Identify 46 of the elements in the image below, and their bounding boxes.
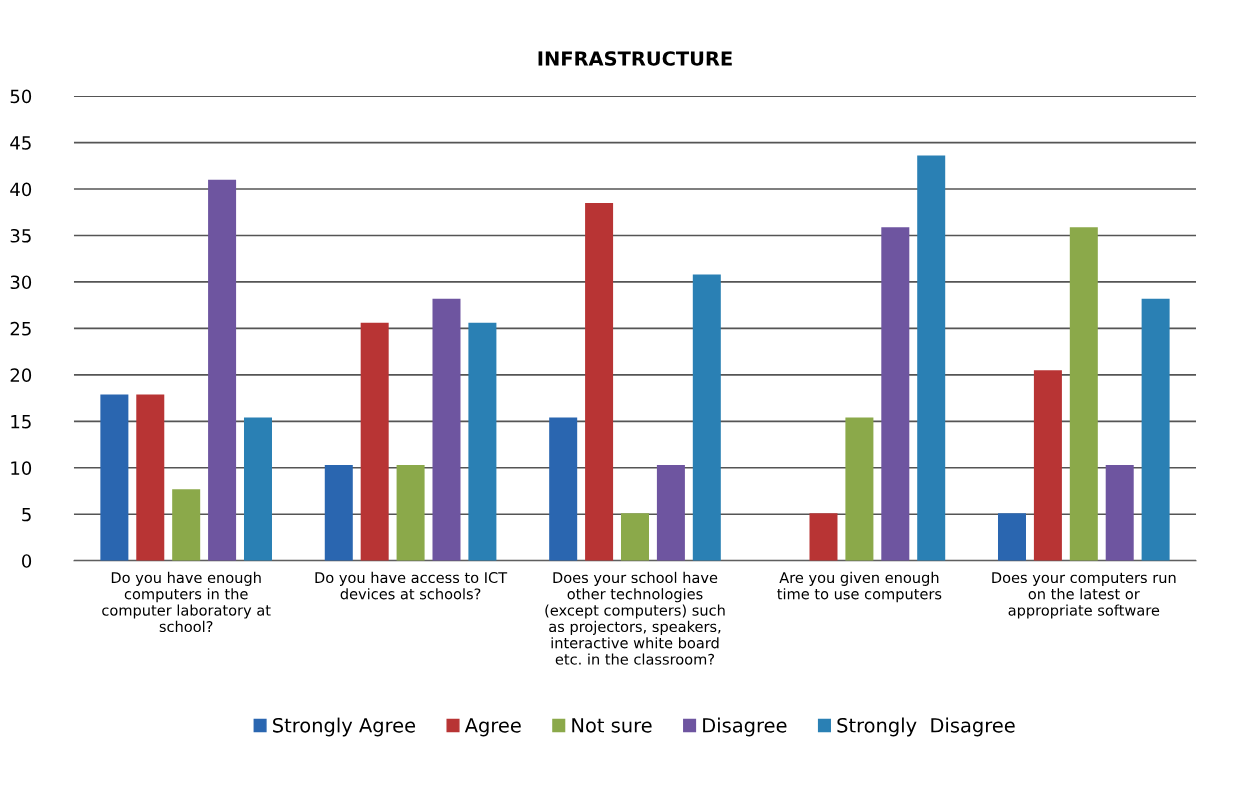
- bar: [1105, 465, 1134, 561]
- bar: [997, 513, 1026, 561]
- y-tick-label: 15: [11, 415, 31, 429]
- bar: [208, 179, 237, 561]
- bar: [136, 394, 165, 561]
- y-tick-label: 0: [22, 554, 32, 568]
- chart-title: INFRASTRUCTURE: [538, 51, 732, 66]
- bar: [585, 202, 614, 561]
- bar: [656, 465, 685, 561]
- bar: [468, 322, 497, 561]
- bar: [1033, 370, 1062, 561]
- bar: [1069, 227, 1098, 561]
- bar: [620, 513, 649, 561]
- bar: [324, 465, 353, 561]
- x-tick-label: Do you have access to ICT devices at schools?: [315, 571, 508, 600]
- y-tick-label: 30: [10, 275, 32, 290]
- legend-label: Not sure: [572, 718, 652, 733]
- bar: [692, 274, 721, 561]
- bar: [243, 417, 272, 561]
- bar: [809, 513, 838, 561]
- y-tick-label: 10: [11, 461, 32, 475]
- y-tick-label: 5: [22, 507, 31, 522]
- bar: [432, 298, 461, 561]
- y-tick-label: 20: [10, 368, 32, 382]
- y-tick-label: 45: [10, 136, 31, 150]
- bar: [172, 489, 201, 561]
- x-tick-label: Does your school have other technologies (except computers) such as projectors, speakers, interactive white board etc. in the classroom?: [545, 571, 725, 665]
- bar: [881, 227, 910, 561]
- bar: [100, 394, 129, 561]
- x-tick-label: Are you given enough time to use computers: [777, 571, 942, 603]
- bar: [360, 322, 389, 561]
- y-tick-label: 25: [10, 321, 31, 336]
- bar: [917, 155, 946, 561]
- x-tick-label: Does your computers run on the latest or appropriate software: [992, 572, 1176, 619]
- legend-label: Strongly Agree: [273, 717, 416, 737]
- legend-label: Agree: [464, 718, 521, 737]
- x-tick-label: Do you have enough computers in the computer laboratory at school?: [102, 571, 271, 633]
- y-tick-label: 40: [10, 182, 32, 197]
- bar: [396, 465, 425, 561]
- legend-label: Strongly Disagree: [837, 717, 1015, 737]
- y-tick-label: 50: [10, 89, 32, 104]
- legend-label: Disagree: [703, 717, 787, 737]
- bar: [1141, 298, 1170, 561]
- bar: [845, 417, 874, 561]
- y-tick-label: 35: [10, 228, 31, 243]
- bar: [549, 417, 578, 561]
